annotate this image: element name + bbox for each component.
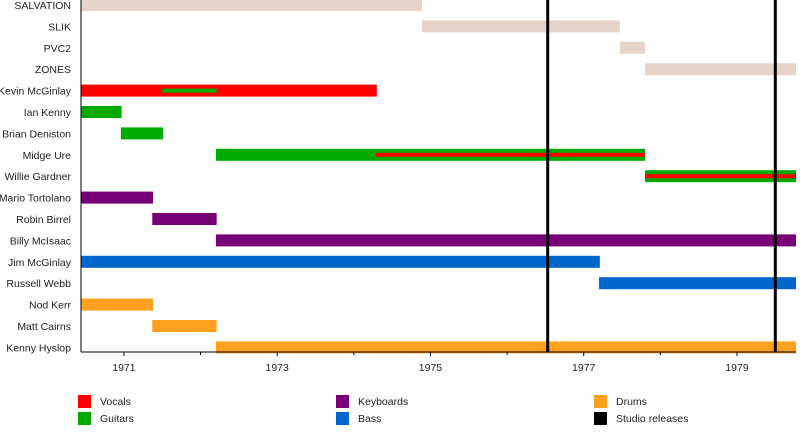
bar-keyboards [152, 213, 217, 225]
bar-bass [81, 255, 600, 268]
x-tick-label: 1973 [266, 362, 290, 374]
bar-guitars [120, 127, 163, 140]
row-label: Kenny Hyslop [6, 342, 71, 354]
row-label: ZONES [35, 64, 71, 76]
bar-band [422, 20, 620, 33]
legend-item: Bass [336, 412, 381, 425]
bar-keyboards [81, 191, 154, 204]
legend-label: Guitars [100, 413, 134, 425]
bar-band [645, 63, 796, 76]
bar-drums [215, 341, 797, 354]
legend-item: Studio releases [594, 412, 688, 425]
row-label: Jim McGinlay [8, 257, 72, 269]
x-tick-label: 1979 [725, 362, 749, 374]
bar-drums [81, 298, 154, 311]
legend-item: Drums [594, 395, 647, 408]
bar-band [81, 0, 423, 11]
legend-swatch [594, 395, 607, 408]
x-tick-label: 1977 [572, 362, 596, 374]
bar-band [619, 41, 646, 54]
legend-item: Vocals [78, 395, 131, 408]
legend-label: Bass [358, 413, 381, 425]
legend-item: Guitars [78, 412, 134, 425]
row-label: Robin Birrel [16, 214, 71, 226]
legend: Vocals Guitars Keyboards Bass Drums Studio re… [78, 395, 688, 425]
legend-swatch [594, 412, 607, 425]
row-label: Midge Ure [23, 150, 72, 162]
bar-guitars [162, 88, 217, 93]
bar-guitars [81, 106, 122, 118]
bar-vocals [645, 174, 796, 179]
legend-label: Vocals [100, 396, 131, 408]
legend-swatch [78, 412, 91, 425]
row-label: PVC2 [44, 43, 72, 55]
row-label: Matt Cairns [17, 321, 71, 333]
row-label: Nod Kerr [29, 300, 72, 312]
row-labels: SALVATION SLIK PVC2 ZONES Kevin McGinlay Ian … [0, 0, 72, 354]
row-label: SALVATION [14, 0, 71, 12]
legend-label: Studio releases [616, 413, 688, 425]
row-label: Brian Deniston [2, 128, 71, 140]
legend-swatch [336, 395, 349, 408]
x-tick-label: 1975 [419, 362, 443, 374]
legend-item: Keyboards [336, 395, 408, 408]
bar-keyboards [215, 234, 797, 247]
row-label: Russell Webb [6, 278, 71, 290]
x-axis: 1971 1973 1975 1977 1979 [80, 0, 796, 374]
bars-layer [81, 0, 797, 354]
row-label: Mario Tortolano [0, 193, 71, 205]
bar-vocals [376, 152, 646, 157]
legend-label: Drums [616, 396, 647, 408]
row-label: Ian Kenny [24, 107, 72, 119]
legend-label: Keyboards [358, 396, 408, 408]
row-label: Willie Gardner [4, 171, 71, 183]
row-label: SLIK [48, 21, 71, 33]
x-tick-label: 1971 [112, 362, 136, 374]
studio-release-lines [546, 0, 777, 352]
legend-swatch [78, 395, 91, 408]
row-label: Kevin McGinlay [0, 86, 72, 98]
row-label: Billy McIsaac [10, 235, 71, 247]
legend-swatch [336, 412, 349, 425]
bar-bass [599, 277, 796, 290]
bar-drums [152, 320, 217, 332]
bar-vocals [81, 84, 377, 97]
